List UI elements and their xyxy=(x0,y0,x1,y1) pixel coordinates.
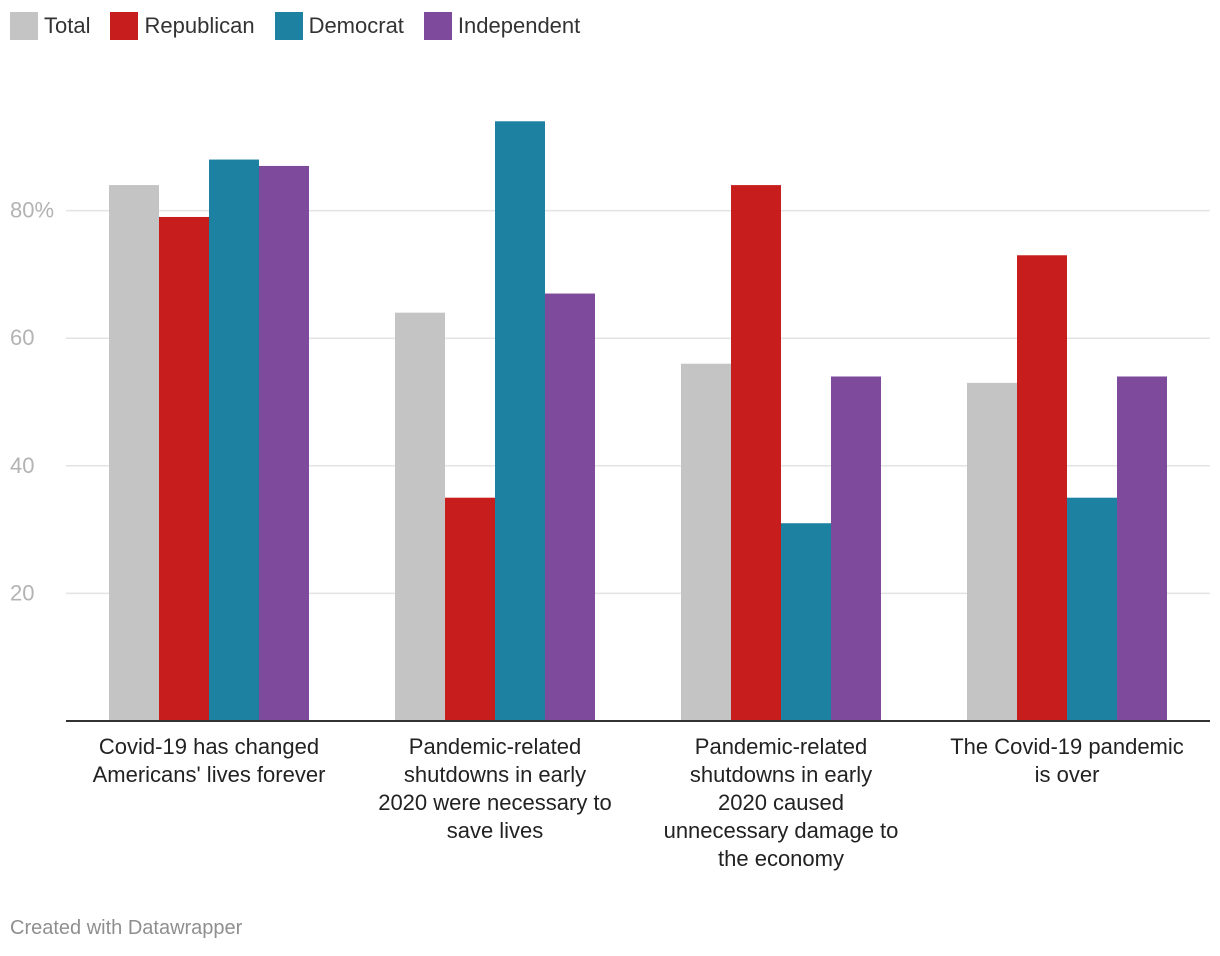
bar-independent-3 xyxy=(831,376,881,721)
bar-democrat-3 xyxy=(781,523,831,721)
chart-legend: Total Republican Democrat Independent xyxy=(10,10,600,42)
legend-label-independent: Independent xyxy=(457,13,581,38)
bar-total-1 xyxy=(109,185,159,721)
x-category-label-line: 2020 caused xyxy=(718,790,844,815)
bar-democrat-2 xyxy=(495,121,545,721)
bar-total-4 xyxy=(967,382,1017,721)
bar-democrat-4 xyxy=(1067,497,1117,721)
legend-item-republican: Republican xyxy=(110,12,255,40)
bar-chart: 80% 60 40 20 Covid-19 has changed Americans' … xyxy=(10,121,1210,871)
x-category-label-line: save lives xyxy=(447,818,544,843)
bar-republican-1 xyxy=(159,216,209,722)
x-category-label-line: 2020 were necessary to xyxy=(378,790,612,815)
bar-total-3 xyxy=(681,363,731,721)
y-tick-label-40: 40 xyxy=(10,453,34,478)
legend-swatch-independent xyxy=(423,12,452,40)
x-category-label-line: Pandemic-related xyxy=(695,734,867,759)
legend-label-republican: Republican xyxy=(144,13,255,38)
x-category-label-line: shutdowns in early xyxy=(690,762,872,787)
x-category-label-line: the economy xyxy=(718,846,844,871)
bar-independent-1 xyxy=(259,165,309,721)
legend-item-independent: Independent xyxy=(423,12,581,40)
legend-label-total: Total xyxy=(44,13,91,38)
x-category-label-1: Covid-19 has changed Americans' lives for… xyxy=(93,734,326,787)
x-category-label-line: Covid-19 has changed xyxy=(99,734,319,759)
x-category-label-line: unnecessary damage to xyxy=(664,818,899,843)
y-tick-label-80: 80% xyxy=(10,198,54,223)
x-category-label-line: shutdowns in early xyxy=(404,762,586,787)
x-category-label-line: is over xyxy=(1035,762,1100,787)
legend-swatch-total xyxy=(10,12,38,40)
bar-republican-4 xyxy=(1017,255,1067,721)
legend-item-democrat: Democrat xyxy=(274,12,404,40)
x-category-label-4: The Covid-19 pandemic is over xyxy=(950,734,1184,787)
bar-independent-2 xyxy=(545,293,595,721)
x-category-label-line: Americans' lives forever xyxy=(93,762,326,787)
bar-democrat-1 xyxy=(209,159,259,721)
datawrapper-credit: Created with Datawrapper xyxy=(10,917,243,939)
bar-total-2 xyxy=(395,312,445,721)
y-tick-label-60: 60 xyxy=(10,325,34,350)
x-category-label-2: Pandemic-related shutdowns in early 2020 w… xyxy=(378,734,612,843)
bar-republican-3 xyxy=(731,185,781,721)
legend-label-democrat: Democrat xyxy=(308,13,404,38)
x-category-label-line: Pandemic-related xyxy=(409,734,581,759)
bar-republican-2 xyxy=(445,497,495,721)
legend-item-total: Total xyxy=(10,12,90,40)
x-category-label-3: Pandemic-related shutdowns in early 2020 c… xyxy=(664,734,899,871)
legend-swatch-republican xyxy=(110,12,139,40)
legend-swatch-democrat xyxy=(274,12,303,40)
x-category-label-line: The Covid-19 pandemic xyxy=(950,734,1184,759)
bar-independent-4 xyxy=(1117,376,1167,721)
y-tick-label-20: 20 xyxy=(10,580,34,605)
